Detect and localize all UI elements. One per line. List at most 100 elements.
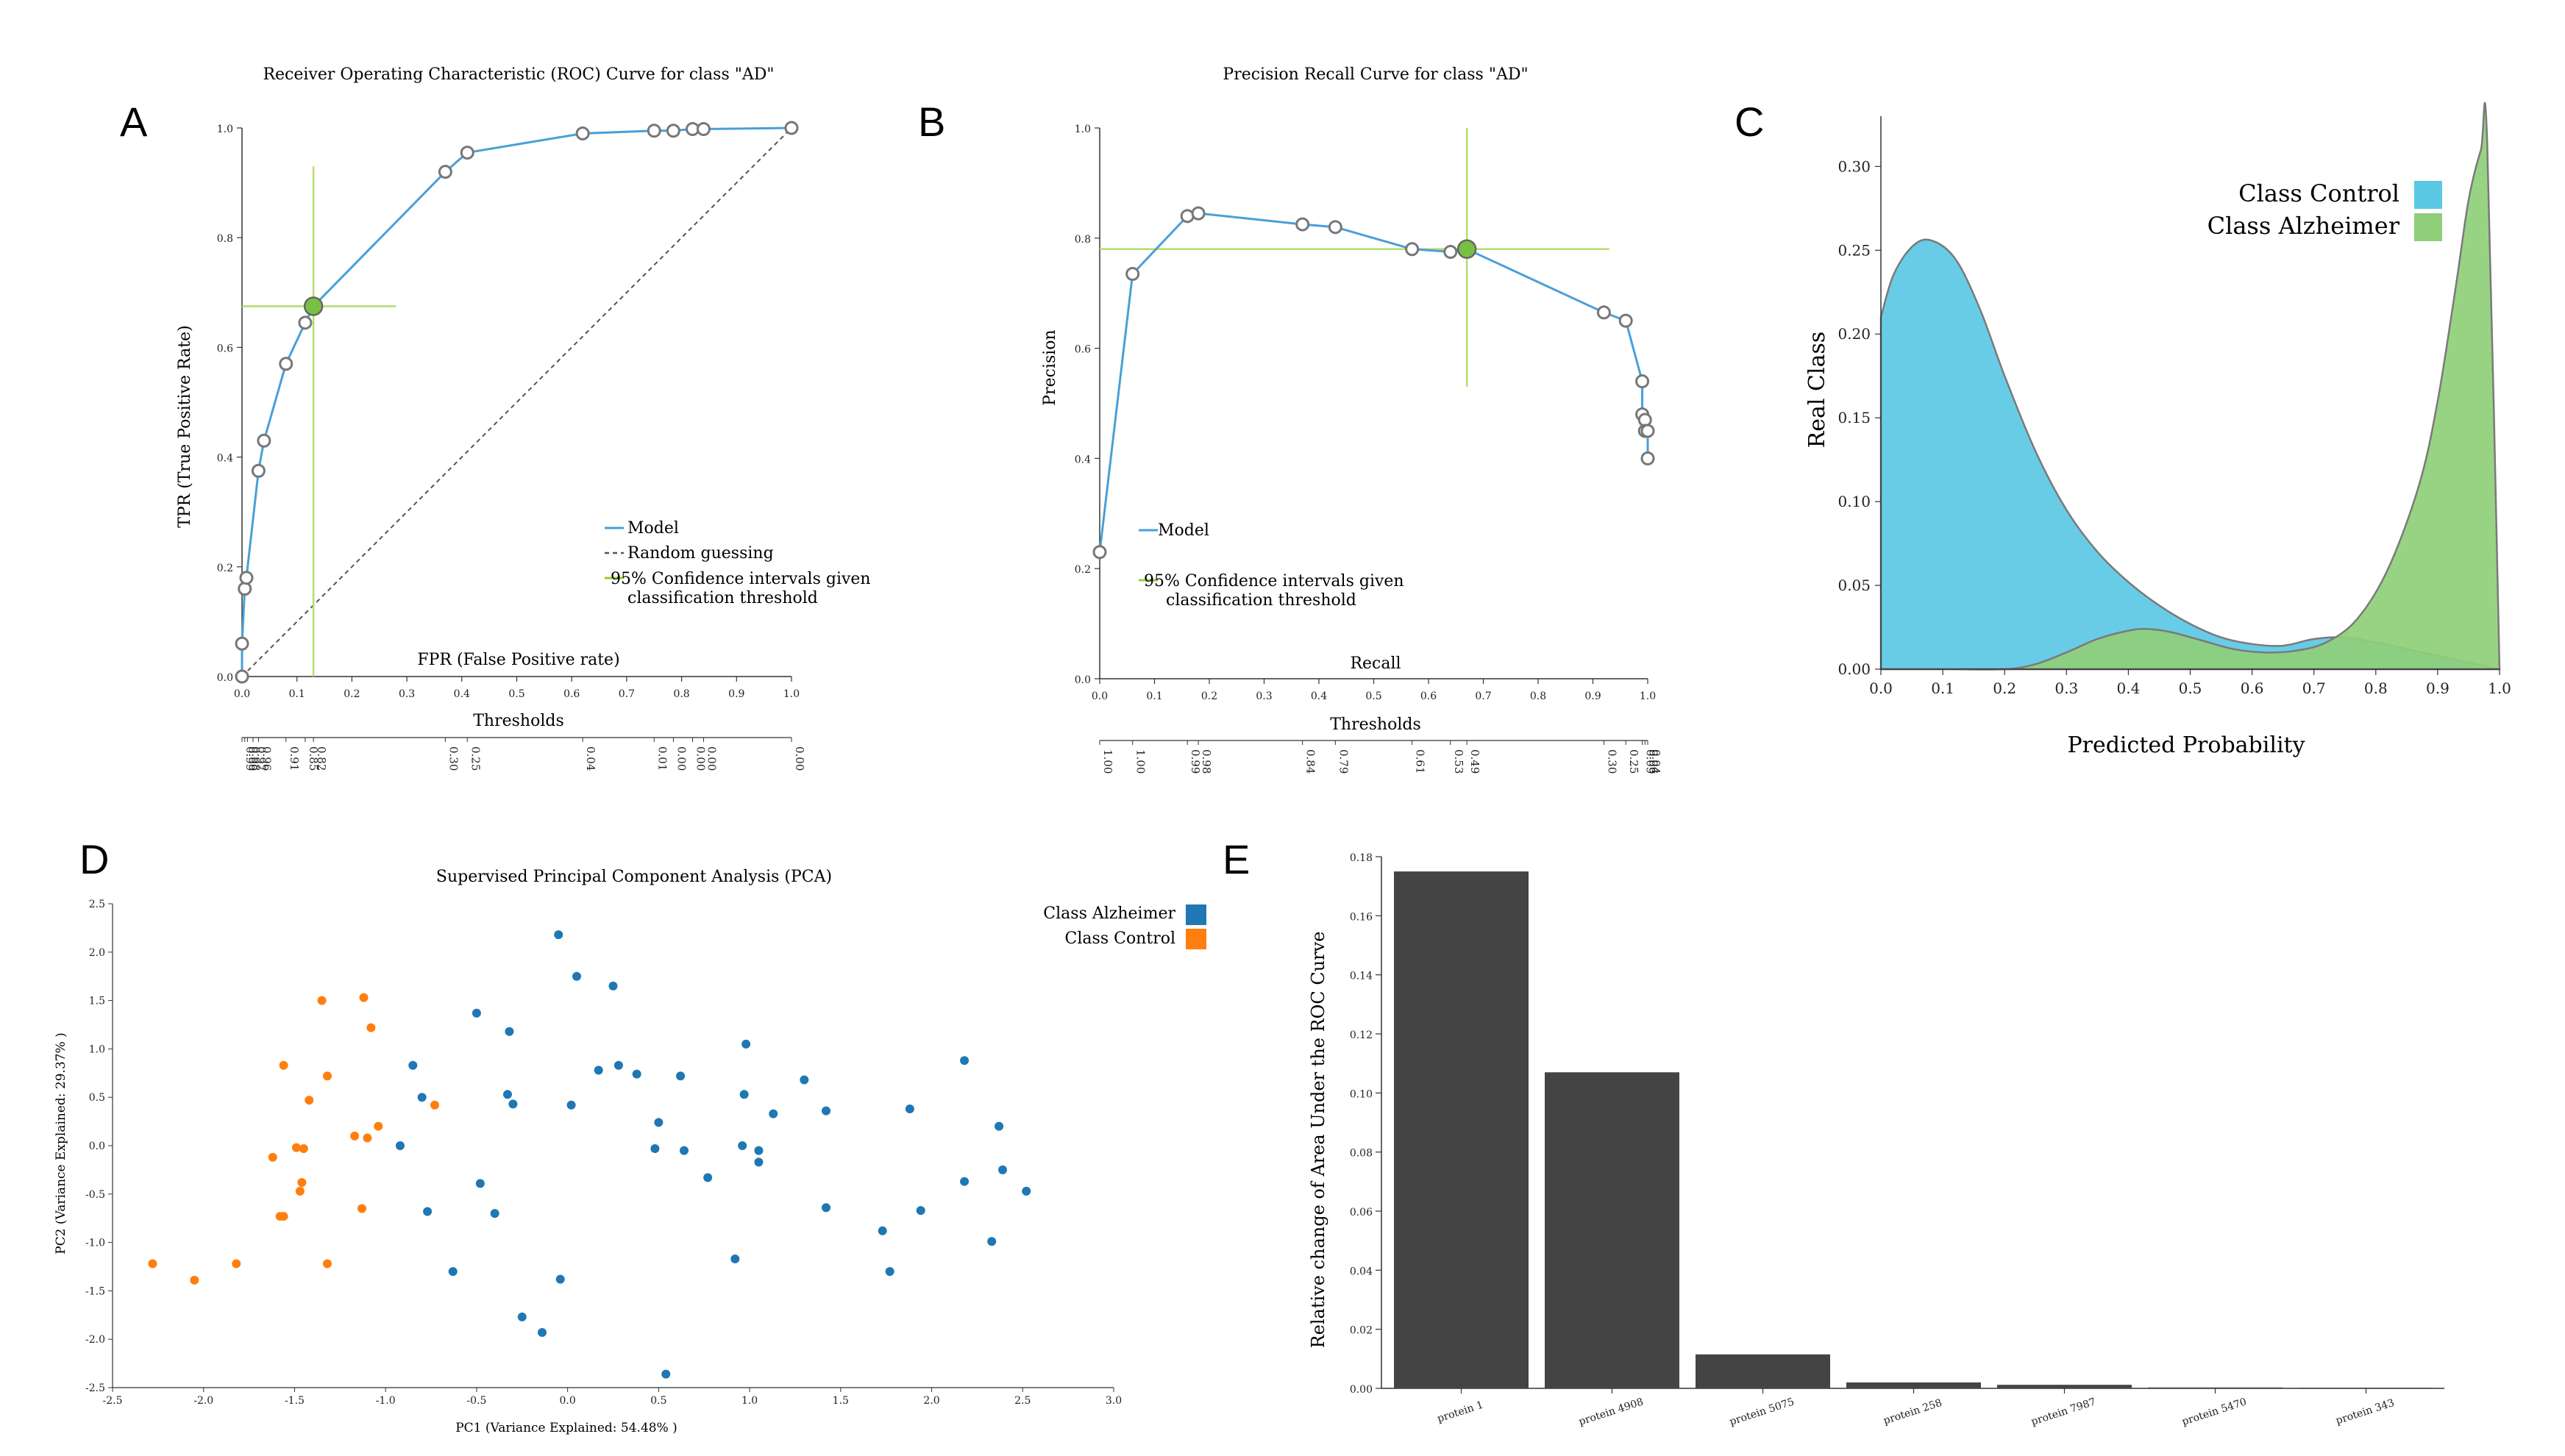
panel-a-x-axis-label: FPR (False Positive rate) bbox=[417, 651, 619, 669]
alzheimer-sample-point bbox=[822, 1106, 831, 1116]
panel-b-y-axis-label: Precision bbox=[1041, 329, 1059, 405]
y-tick-label: 0.8 bbox=[1075, 234, 1091, 246]
legend-ci-label-line2: classification threshold bbox=[1166, 591, 1356, 610]
model-point bbox=[1640, 424, 1655, 438]
legend-ci-label-line1: 95% Confidence intervals given bbox=[611, 570, 871, 588]
threshold-tick-label: 0.53 bbox=[1452, 749, 1465, 774]
threshold-tick-label: 1.00 bbox=[1134, 749, 1148, 774]
model-point bbox=[647, 124, 661, 138]
alzheimer-sample-point bbox=[998, 1165, 1008, 1174]
alzheimer-sample-point bbox=[505, 1027, 514, 1036]
model-point bbox=[1443, 245, 1458, 260]
selected-threshold-point bbox=[1456, 239, 1477, 260]
control-sample-point bbox=[317, 996, 327, 1005]
x-tick-label: 0.7 bbox=[1475, 690, 1491, 702]
x-tick-label: 0.1 bbox=[289, 688, 305, 700]
y-tick-label: -1.0 bbox=[85, 1238, 105, 1249]
threshold-tick-label: 0.98 bbox=[1200, 749, 1213, 774]
y-tick-label: 0.4 bbox=[1075, 454, 1091, 465]
threshold-tick-label: 0.04 bbox=[1649, 749, 1662, 774]
alzheimer-sample-point bbox=[632, 1069, 641, 1079]
alzheimer-sample-point bbox=[680, 1146, 689, 1155]
alzheimer-sample-point bbox=[537, 1327, 547, 1337]
panel-c-plot-area bbox=[1879, 101, 2501, 671]
alzheimer-sample-point bbox=[822, 1203, 831, 1213]
panel-a-plot-area bbox=[235, 121, 799, 684]
model-point bbox=[784, 121, 799, 135]
y-tick-label: 0.4 bbox=[217, 453, 233, 465]
x-tick-label: 0.5 bbox=[1365, 690, 1381, 702]
threshold-tick-label: 1.00 bbox=[1101, 749, 1114, 774]
y-tick-label: 0.18 bbox=[1350, 852, 1373, 864]
x-tick-label: -2.0 bbox=[193, 1395, 213, 1407]
x-tick-label: 0.6 bbox=[2241, 679, 2264, 697]
legend-alzheimer-swatch bbox=[1186, 904, 1206, 925]
alzheimer-sample-point bbox=[502, 1090, 512, 1099]
y-tick-label: 0.10 bbox=[1350, 1088, 1373, 1100]
y-tick-label: -1.5 bbox=[85, 1285, 105, 1297]
panel-d-legend: Class Alzheimer Class Control bbox=[1043, 904, 1206, 949]
threshold-tick-label: 0.49 bbox=[1468, 749, 1481, 774]
alzheimer-sample-point bbox=[754, 1157, 764, 1167]
panel-d-y-axis-label: PC2 (Variance Explained: 29.37% ) bbox=[54, 1032, 68, 1255]
y-tick-label: 0.0 bbox=[1075, 674, 1091, 686]
alzheimer-sample-point bbox=[995, 1121, 1004, 1131]
model-point bbox=[235, 636, 249, 651]
x-tick-label: 0.8 bbox=[673, 688, 689, 700]
legend-control-swatch bbox=[2414, 181, 2442, 209]
control-sample-point bbox=[291, 1143, 301, 1152]
threshold-tick-label: 0.82 bbox=[315, 746, 328, 771]
y-tick-label: 0.14 bbox=[1350, 971, 1373, 982]
panel-b-pr-chart: B Precision Recall Curve for class "AD" … bbox=[918, 65, 1662, 774]
panel-e-letter: E bbox=[1223, 836, 1250, 882]
panel-b-x-axis-label: Recall bbox=[1350, 654, 1401, 673]
alzheimer-sample-point bbox=[613, 1060, 623, 1070]
panel-b-thresholds-label: Thresholds bbox=[1330, 715, 1421, 734]
panel-a-y-axis-label: TPR (True Positive Rate) bbox=[176, 325, 194, 527]
alzheimer-sample-point bbox=[594, 1066, 603, 1075]
panel-c-x-axis-label: Predicted Probability bbox=[2067, 732, 2305, 758]
x-tick-label: 0.7 bbox=[2302, 679, 2326, 697]
alzheimer-sample-point bbox=[408, 1060, 418, 1070]
y-tick-label: -2.5 bbox=[85, 1382, 105, 1394]
y-tick-label: 0.2 bbox=[1075, 564, 1091, 576]
control-sample-point bbox=[374, 1121, 383, 1131]
x-tick-label: 0.8 bbox=[1530, 690, 1546, 702]
x-tick-label: 0.2 bbox=[1201, 690, 1217, 702]
y-tick-label: 0.00 bbox=[1838, 660, 1871, 678]
y-tick-label: 0.08 bbox=[1350, 1148, 1373, 1160]
y-tick-label: 0.25 bbox=[1838, 241, 1871, 259]
threshold-tick-label: 0.30 bbox=[447, 746, 460, 771]
threshold-tick-label: 0.04 bbox=[584, 746, 597, 771]
control-sample-point bbox=[322, 1259, 332, 1268]
alzheimer-sample-point bbox=[676, 1071, 686, 1081]
model-point bbox=[279, 357, 294, 371]
panel-a-threshold-axis: 0.990.990.980.970.96 0.91 0.850.82 0.30 0.25… bbox=[241, 737, 806, 771]
model-point bbox=[1328, 220, 1342, 235]
panel-b-letter: B bbox=[918, 99, 945, 145]
alzheimer-sample-point bbox=[800, 1075, 809, 1085]
control-sample-point bbox=[279, 1212, 288, 1221]
threshold-tick-label: 0.99 bbox=[243, 746, 257, 771]
x-tick-label: -2.5 bbox=[103, 1395, 123, 1407]
x-tick-label: 0.7 bbox=[619, 688, 635, 700]
model-point bbox=[1596, 305, 1611, 320]
control-sample-point bbox=[322, 1071, 332, 1081]
panel-d-pca-chart: D Supervised Principal Component Analysi… bbox=[54, 836, 1206, 1435]
legend-random-label: Random guessing bbox=[627, 544, 774, 563]
threshold-tick-label: 0.09 bbox=[1644, 749, 1657, 774]
y-tick-label: -2.0 bbox=[85, 1334, 105, 1346]
y-tick-label: 1.0 bbox=[1075, 124, 1091, 135]
panel-b-legend: Model 95% Confidence intervals given cla… bbox=[1139, 521, 1404, 610]
importance-bar bbox=[1997, 1385, 2132, 1388]
alzheimer-sample-point bbox=[741, 1039, 751, 1049]
control-sample-point bbox=[279, 1060, 288, 1070]
alzheimer-sample-point bbox=[572, 971, 582, 981]
alzheimer-sample-point bbox=[508, 1099, 518, 1109]
x-tick-label: 1.0 bbox=[741, 1395, 758, 1407]
threshold-tick-label: 0.99 bbox=[246, 746, 260, 771]
control-sample-point bbox=[148, 1259, 157, 1268]
alzheimer-sample-point bbox=[448, 1267, 458, 1277]
threshold-tick-label: 0.79 bbox=[1337, 749, 1350, 774]
panel-b-plot-area bbox=[1092, 128, 1655, 560]
